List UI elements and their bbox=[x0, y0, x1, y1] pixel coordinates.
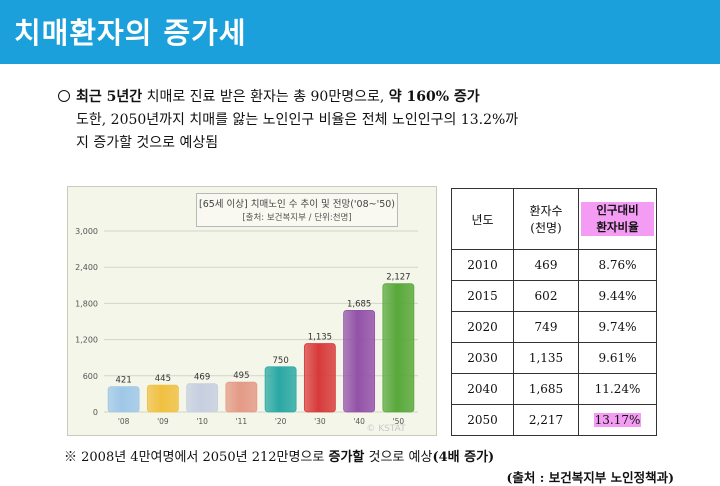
x-tick-label: '11 bbox=[236, 417, 248, 426]
cell-year: 2015 bbox=[451, 280, 514, 312]
cell-patients: 2,217 bbox=[513, 404, 579, 436]
intro-line-3: 지 증가할 것으로 예상됨 bbox=[76, 135, 219, 151]
chart-subtitle: [출처: 보건복지부 / 단위:천명] bbox=[242, 213, 352, 223]
cell-year: 2050 bbox=[451, 404, 514, 436]
cell-ratio: 11.24% bbox=[578, 373, 657, 405]
y-tick-label: 3,000 bbox=[75, 227, 98, 236]
bar bbox=[264, 366, 297, 413]
watermark: © KSTAT bbox=[366, 424, 406, 434]
table-row: 2030 1,135 9.61% bbox=[451, 342, 657, 374]
cell-patients: 1,685 bbox=[513, 373, 579, 405]
cell-patients: 749 bbox=[513, 311, 579, 343]
cell-ratio: 8.76% bbox=[578, 249, 657, 281]
cell-year: 2040 bbox=[451, 373, 514, 405]
intro-text: 최근 5년간 치매로 진료 받은 환자는 총 90만명으로, 약 160% 증가… bbox=[58, 86, 698, 155]
footnote-text-c: 것으로 예상 bbox=[364, 450, 433, 465]
data-label: 469 bbox=[194, 373, 210, 383]
cell-ratio: 9.61% bbox=[578, 342, 657, 374]
header-patients: 환자수 (천명) bbox=[513, 188, 579, 250]
cell-patients: 469 bbox=[513, 249, 579, 281]
x-tick-label: '09 bbox=[157, 417, 169, 426]
table-row: 2040 1,685 11.24% bbox=[451, 373, 657, 405]
cell-ratio: 9.74% bbox=[578, 311, 657, 343]
bar bbox=[107, 386, 140, 413]
y-tick-label: 1,800 bbox=[75, 299, 98, 308]
cell-patients: 602 bbox=[513, 280, 579, 312]
chart-title-box: [65세 이상] 치매노인 수 추이 및 전망('08~'50) [출처: 보건… bbox=[196, 193, 398, 227]
footnote-text-a: ※ 2008년 4만여명에서 2050년 212만명으로 bbox=[64, 450, 329, 465]
table-header-row: 년도 환자수 (천명) 인구대비 환자비율 bbox=[451, 188, 657, 250]
x-tick-label: '10 bbox=[196, 417, 208, 426]
x-tick-label: '30 bbox=[314, 417, 326, 426]
cell-year: 2020 bbox=[451, 311, 514, 343]
cell-year: 2010 bbox=[451, 249, 514, 281]
table-row: 2020 749 9.74% bbox=[451, 311, 657, 343]
chart-title: [65세 이상] 치매노인 수 추이 및 전망('08~'50) bbox=[198, 199, 395, 210]
y-tick-label: 0 bbox=[93, 408, 98, 417]
data-label: 495 bbox=[233, 371, 249, 381]
header-year: 년도 bbox=[451, 188, 514, 250]
table-row: 2015 602 9.44% bbox=[451, 280, 657, 312]
data-label: 750 bbox=[273, 356, 289, 366]
chart-canvas: 0 600 1,200 1,800 2,400 3,000 421 '08 445 '09 469 '… bbox=[75, 227, 418, 434]
intro-line-2: 도한, 2050년까지 치매를 앓는 노인인구 비율은 전체 노인인구의 13.… bbox=[76, 112, 519, 128]
source-note: (출처 : 보건복지부 노인정책과) bbox=[506, 470, 675, 485]
bar bbox=[225, 381, 258, 413]
intro-line-1: 최근 5년간 치매로 진료 받은 환자는 총 90만명으로, 약 160% 증가 bbox=[58, 86, 698, 109]
intro-text-1: 치매로 진료 받은 환자는 총 90만명으로, bbox=[142, 89, 389, 105]
bar bbox=[303, 343, 336, 413]
x-tick-label: '40 bbox=[353, 417, 365, 426]
title-bar: 치매환자의 증가세 bbox=[0, 0, 720, 64]
bullet-circle-icon bbox=[58, 90, 70, 102]
y-tick-label: 1,200 bbox=[75, 336, 98, 345]
x-tick-label: '20 bbox=[275, 417, 287, 426]
y-tick-label: 2,400 bbox=[75, 263, 98, 272]
bar bbox=[343, 309, 376, 413]
table-row: 2010 469 8.76% bbox=[451, 249, 657, 281]
dementia-bar-chart: 0 600 1,200 1,800 2,400 3,000 421 '08 445 '09 469 '… bbox=[67, 186, 437, 436]
footnote: ※ 2008년 4만여명에서 2050년 212만명으로 증가할 것으로 예상(… bbox=[64, 446, 494, 465]
footnote-emph-d: (4배 증가) bbox=[432, 450, 495, 465]
cell-ratio: 13.17% bbox=[578, 404, 657, 436]
data-label: 1,685 bbox=[347, 299, 371, 309]
data-label: 1,135 bbox=[308, 333, 332, 343]
page-title: 치매환자의 증가세 bbox=[14, 16, 247, 50]
patient-table: 년도 환자수 (천명) 인구대비 환자비율 2010 469 8.76% 2015 602 9… bbox=[451, 188, 657, 436]
data-label: 421 bbox=[116, 376, 132, 386]
table-body: 2010 469 8.76% 2015 602 9.44% 2020 749 9.74% 2030… bbox=[451, 249, 657, 436]
y-tick-label: 600 bbox=[83, 372, 98, 381]
x-tick-label: '08 bbox=[118, 417, 130, 426]
footnote-emph-b: 증가할 bbox=[328, 450, 365, 465]
data-label: 2,127 bbox=[386, 273, 410, 283]
intro-emph-1: 최근 5년간 bbox=[76, 89, 143, 105]
bar bbox=[146, 384, 179, 413]
x-tick-label: '50 bbox=[393, 417, 405, 426]
cell-ratio: 9.44% bbox=[578, 280, 657, 312]
intro-emph-2: 약 160% 증가 bbox=[388, 89, 480, 105]
cell-patients: 1,135 bbox=[513, 342, 579, 374]
bar bbox=[382, 283, 415, 413]
bar bbox=[186, 383, 219, 413]
table-row: 2050 2,217 13.17% bbox=[451, 404, 657, 436]
header-ratio: 인구대비 환자비율 bbox=[578, 188, 657, 250]
data-label: 445 bbox=[155, 374, 171, 384]
cell-year: 2030 bbox=[451, 342, 514, 374]
